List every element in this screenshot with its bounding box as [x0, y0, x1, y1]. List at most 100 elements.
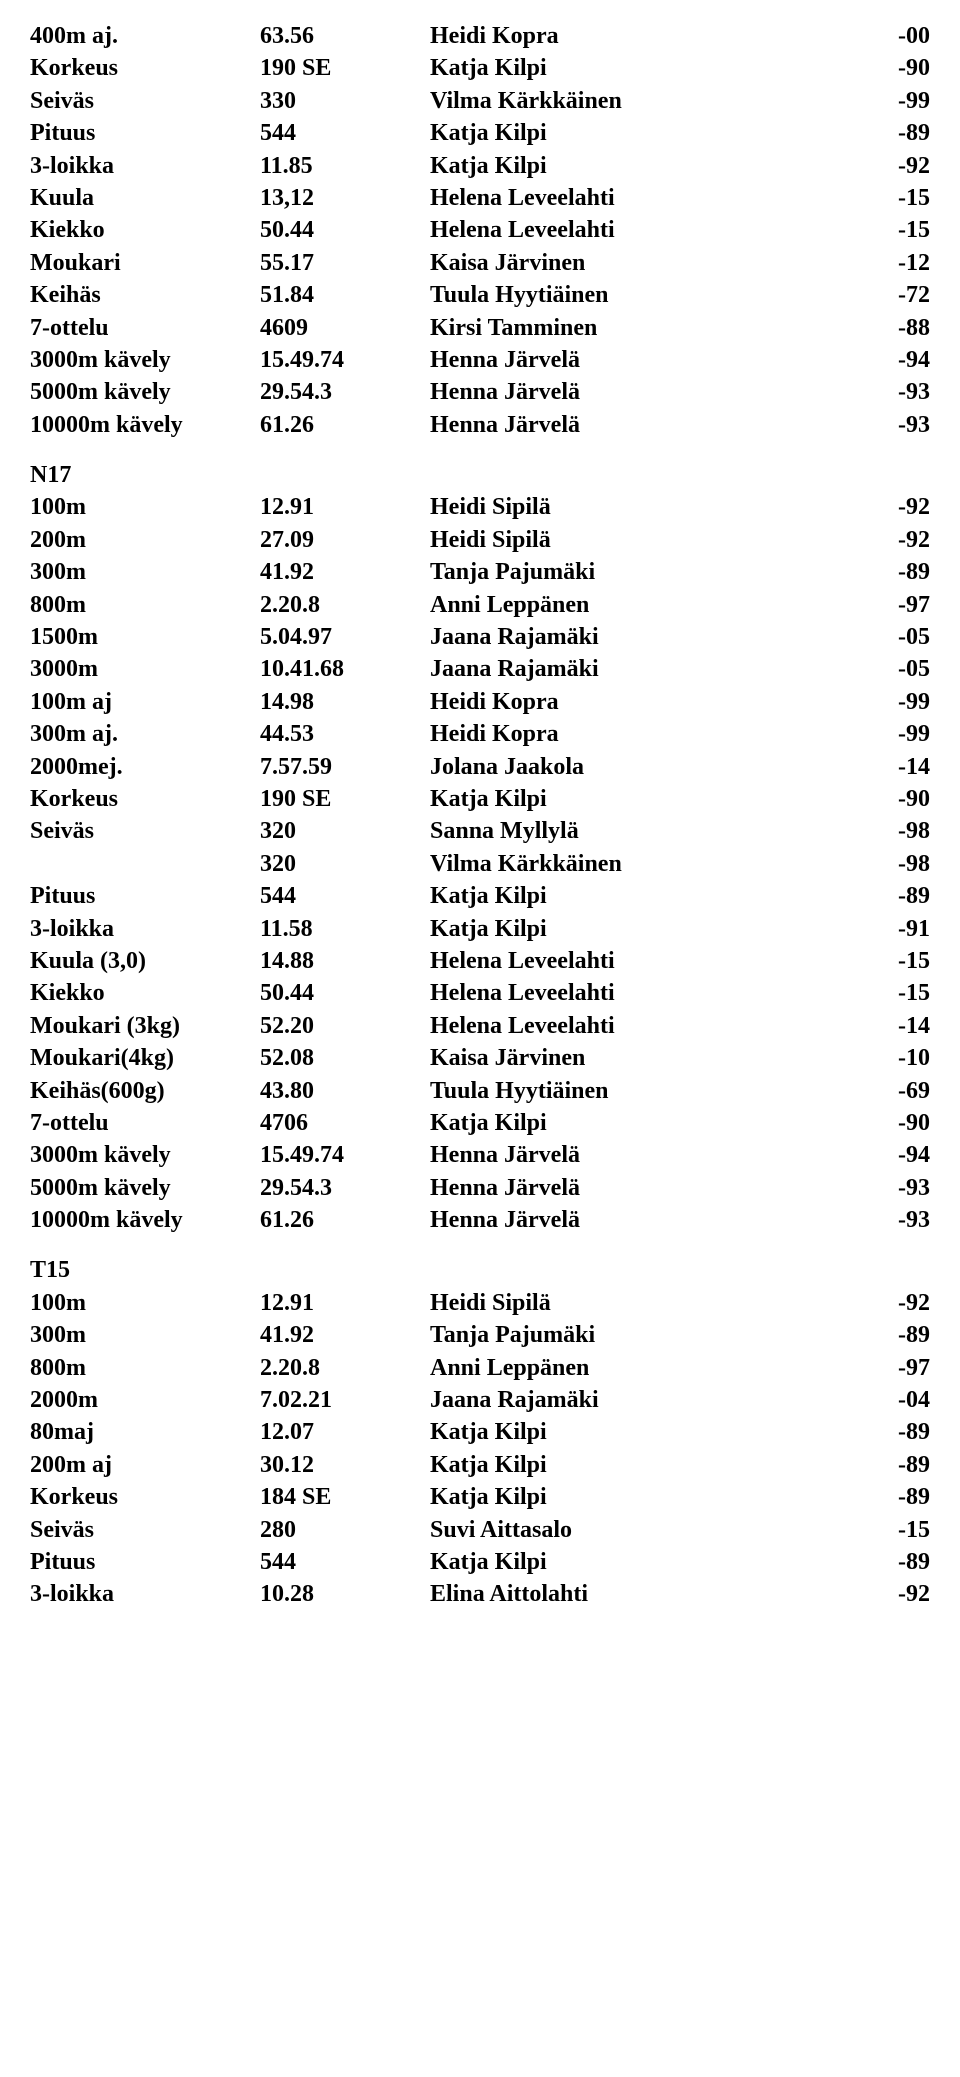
record-row: Kuula13,12Helena Leveelahti-15: [30, 182, 930, 214]
event-name: Keihäs(600g): [30, 1075, 260, 1107]
year-value: -89: [870, 1416, 930, 1448]
result-value: 55.17: [260, 247, 430, 279]
record-row: 800m2.20.8Anni Leppänen-97: [30, 589, 930, 621]
year-value: -15: [870, 977, 930, 1009]
record-row: Moukari(4kg)52.08Kaisa Järvinen-10: [30, 1042, 930, 1074]
athlete-name: Henna Järvelä: [430, 409, 870, 441]
athlete-name: Tanja Pajumäki: [430, 556, 870, 588]
event-name: 7-ottelu: [30, 312, 260, 344]
result-value: 63.56: [260, 20, 430, 52]
record-row: 80maj12.07Katja Kilpi-89: [30, 1416, 930, 1448]
record-row: Seiväs280Suvi Aittasalo-15: [30, 1514, 930, 1546]
athlete-name: Helena Leveelahti: [430, 1010, 870, 1042]
result-value: 13,12: [260, 182, 430, 214]
athlete-name: Katja Kilpi: [430, 1481, 870, 1513]
event-name: Moukari (3kg): [30, 1010, 260, 1042]
event-name: 200m: [30, 524, 260, 556]
athlete-name: Helena Leveelahti: [430, 977, 870, 1009]
year-value: -04: [870, 1384, 930, 1416]
year-value: -89: [870, 556, 930, 588]
record-row: 200m aj30.12Katja Kilpi-89: [30, 1449, 930, 1481]
result-value: 15.49.74: [260, 344, 430, 376]
athlete-name: Jaana Rajamäki: [430, 1384, 870, 1416]
result-value: 11.85: [260, 150, 430, 182]
record-row: Kiekko50.44Helena Leveelahti-15: [30, 214, 930, 246]
event-name: Seiväs: [30, 1514, 260, 1546]
event-name: 200m aj: [30, 1449, 260, 1481]
section-header: T15: [30, 1254, 930, 1286]
result-value: 14.98: [260, 686, 430, 718]
section-title: N17: [30, 459, 260, 491]
event-name: 100m aj: [30, 686, 260, 718]
athlete-name: Katja Kilpi: [430, 117, 870, 149]
event-name: 300m: [30, 1319, 260, 1351]
result-value: 4609: [260, 312, 430, 344]
result-value: 61.26: [260, 409, 430, 441]
year-value: -89: [870, 1319, 930, 1351]
athlete-name: Katja Kilpi: [430, 1449, 870, 1481]
result-value: 29.54.3: [260, 376, 430, 408]
athlete-name: Helena Leveelahti: [430, 182, 870, 214]
result-value: 44.53: [260, 718, 430, 750]
result-value: 5.04.97: [260, 621, 430, 653]
event-name: 100m: [30, 1287, 260, 1319]
year-value: -93: [870, 376, 930, 408]
result-value: 50.44: [260, 977, 430, 1009]
record-row: 3000m kävely15.49.74Henna Järvelä-94: [30, 1139, 930, 1171]
event-name: Pituus: [30, 117, 260, 149]
year-value: -15: [870, 214, 930, 246]
result-value: 11.58: [260, 913, 430, 945]
year-value: -72: [870, 279, 930, 311]
result-value: 12.91: [260, 1287, 430, 1319]
record-row: 7-ottelu4609Kirsi Tamminen-88: [30, 312, 930, 344]
record-row: 800m2.20.8Anni Leppänen-97: [30, 1352, 930, 1384]
record-row: 200m27.09Heidi Sipilä-92: [30, 524, 930, 556]
year-value: -92: [870, 150, 930, 182]
result-value: 330: [260, 85, 430, 117]
record-row: Pituus544Katja Kilpi-89: [30, 1546, 930, 1578]
athlete-name: Tuula Hyytiäinen: [430, 279, 870, 311]
record-row: 3-loikka11.85Katja Kilpi-92: [30, 150, 930, 182]
athlete-name: Katja Kilpi: [430, 52, 870, 84]
event-name: 400m aj.: [30, 20, 260, 52]
result-value: 52.08: [260, 1042, 430, 1074]
records-document: 400m aj.63.56Heidi Kopra-00Korkeus190 SE…: [30, 20, 930, 1611]
result-value: 280: [260, 1514, 430, 1546]
athlete-name: Kaisa Järvinen: [430, 247, 870, 279]
athlete-name: Katja Kilpi: [430, 1546, 870, 1578]
result-value: 61.26: [260, 1204, 430, 1236]
result-value: 29.54.3: [260, 1172, 430, 1204]
event-name: 3-loikka: [30, 1578, 260, 1610]
athlete-name: Henna Järvelä: [430, 376, 870, 408]
athlete-name: Suvi Aittasalo: [430, 1514, 870, 1546]
event-name: 80maj: [30, 1416, 260, 1448]
event-name: 5000m kävely: [30, 1172, 260, 1204]
record-row: 320Vilma Kärkkäinen-98: [30, 848, 930, 880]
record-row: 100m12.91Heidi Sipilä-92: [30, 491, 930, 523]
record-row: 10000m kävely61.26Henna Järvelä-93: [30, 409, 930, 441]
year-value: -92: [870, 1287, 930, 1319]
athlete-name: Tuula Hyytiäinen: [430, 1075, 870, 1107]
year-value: -91: [870, 913, 930, 945]
year-value: -89: [870, 117, 930, 149]
record-row: 300m aj.44.53Heidi Kopra-99: [30, 718, 930, 750]
athlete-name: Katja Kilpi: [430, 880, 870, 912]
athlete-name: Sanna Myllylä: [430, 815, 870, 847]
year-value: -14: [870, 1010, 930, 1042]
event-name: Keihäs: [30, 279, 260, 311]
year-value: -89: [870, 1449, 930, 1481]
event-name: 300m: [30, 556, 260, 588]
record-row: Seiväs330Vilma Kärkkäinen-99: [30, 85, 930, 117]
event-name: Kuula: [30, 182, 260, 214]
event-name: 100m: [30, 491, 260, 523]
record-row: 300m41.92Tanja Pajumäki-89: [30, 556, 930, 588]
section-title: T15: [30, 1254, 260, 1286]
event-name: 2000mej.: [30, 751, 260, 783]
result-value: 544: [260, 117, 430, 149]
result-value: 7.02.21: [260, 1384, 430, 1416]
result-value: 10.28: [260, 1578, 430, 1610]
athlete-name: Heidi Kopra: [430, 686, 870, 718]
record-row: Moukari (3kg)52.20Helena Leveelahti-14: [30, 1010, 930, 1042]
result-value: 14.88: [260, 945, 430, 977]
year-value: -98: [870, 848, 930, 880]
